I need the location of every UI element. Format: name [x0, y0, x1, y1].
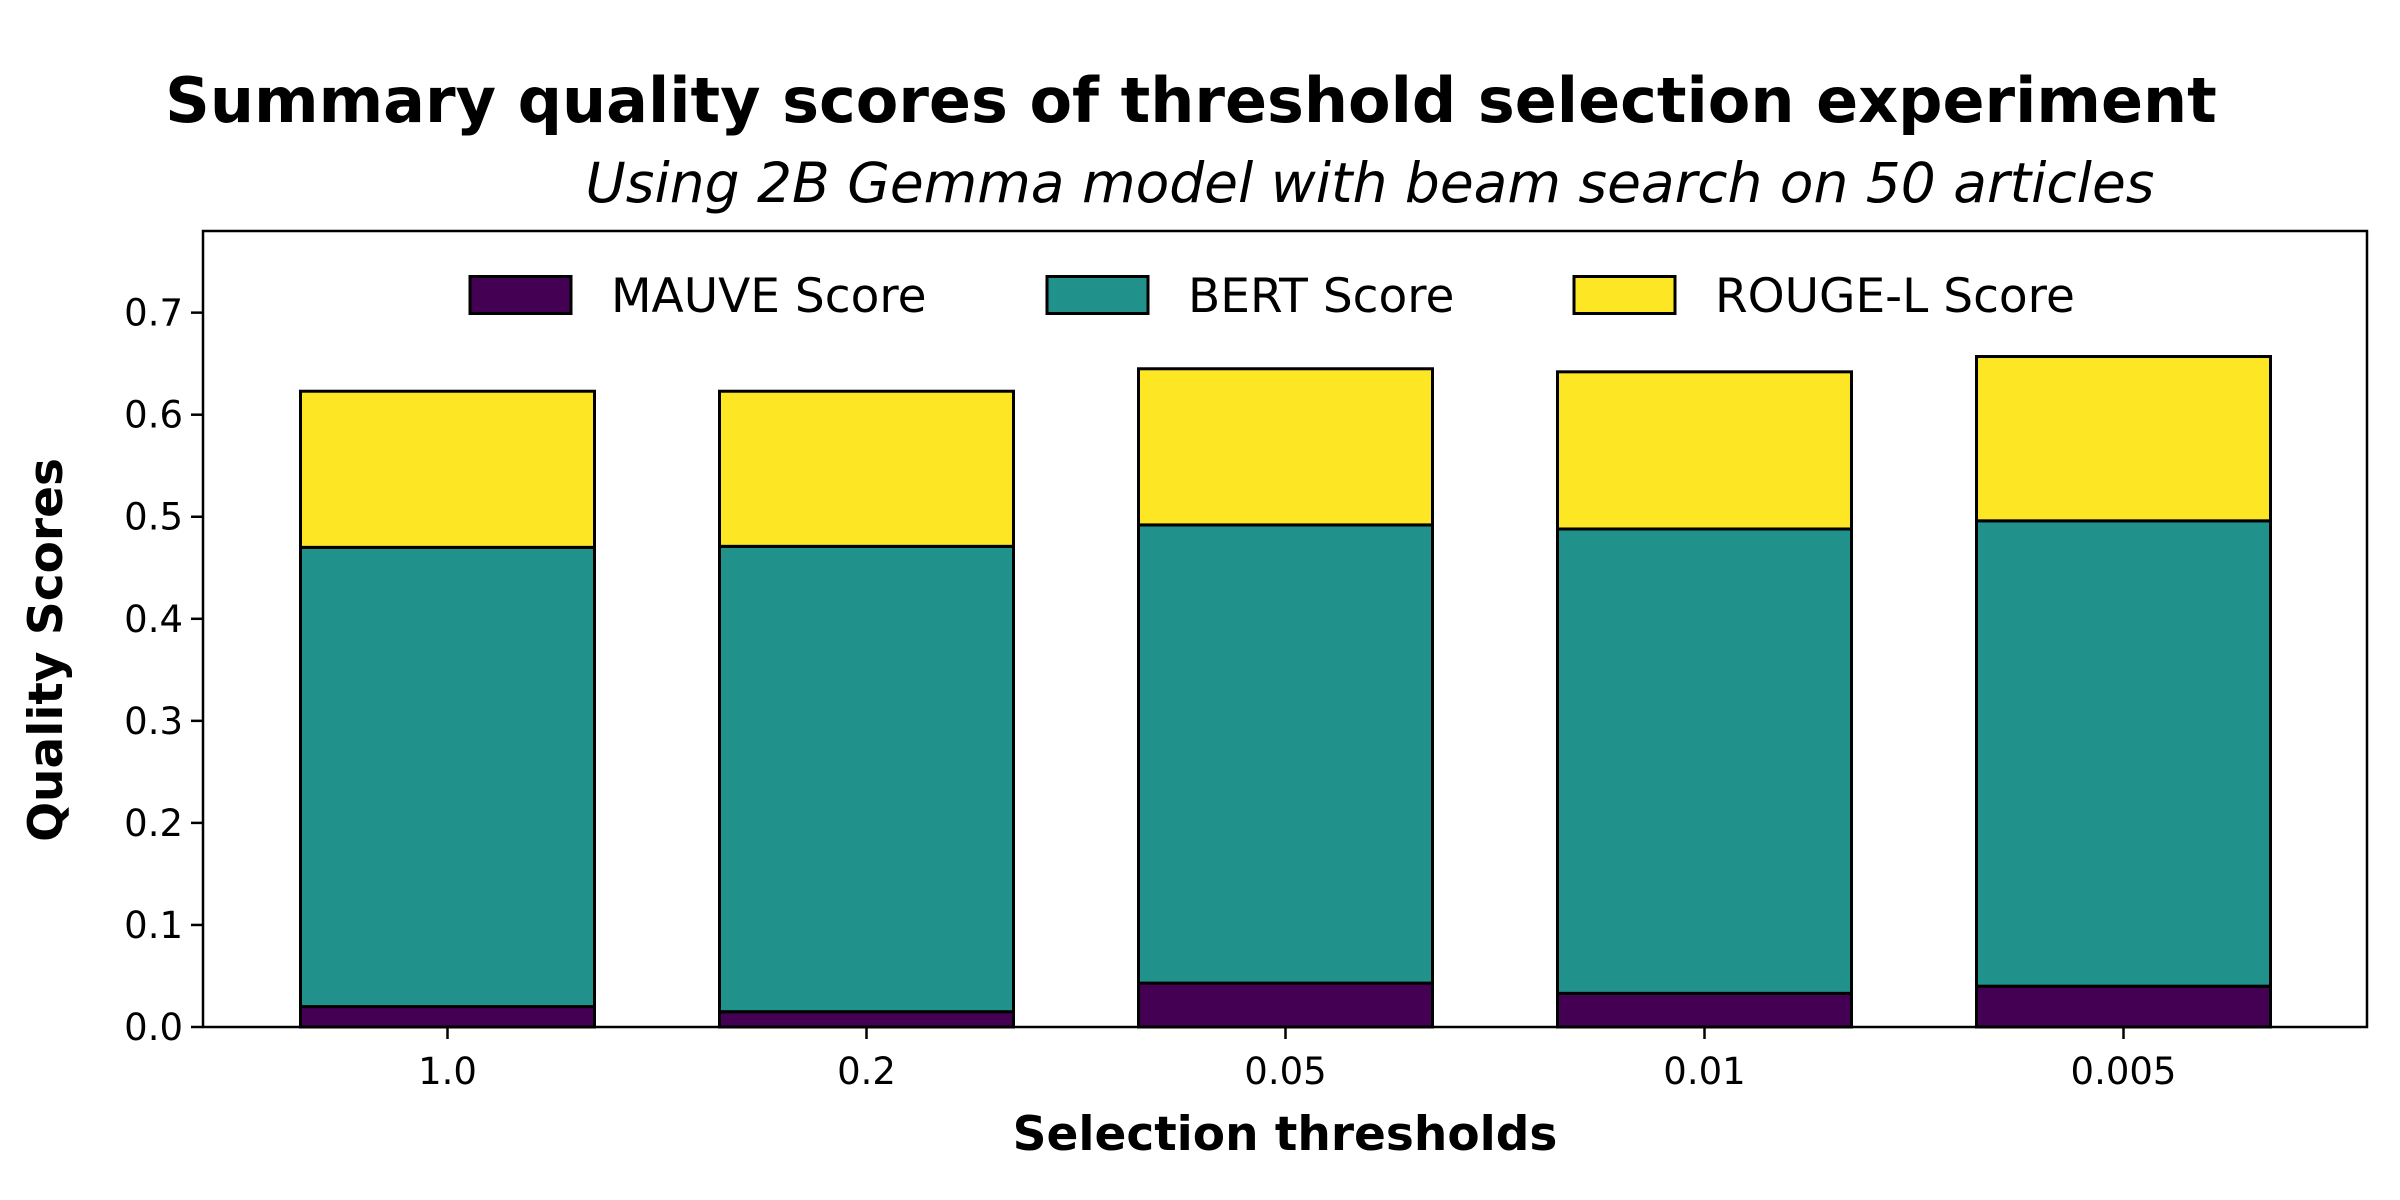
bar-segment-bert-score-0.005	[1975, 519, 2272, 988]
bar-segment-bert-score-0.01	[1556, 527, 1853, 995]
legend: MAUVE Score BERT Score ROUGE-L Score	[468, 269, 2075, 324]
bar-segment-rouge-l-score-1.0	[299, 389, 596, 549]
bar-segment-bert-score-0.2	[718, 544, 1015, 1014]
x-tick-label: 0.005	[2071, 1050, 2177, 1093]
bar-segment-rouge-l-score-0.05	[1137, 367, 1434, 527]
x-tick-label: 0.01	[1663, 1050, 1745, 1093]
y-tick-label: 0.6	[124, 394, 183, 437]
y-tick-label: 0.0	[124, 1006, 183, 1049]
x-tick-label: 0.2	[837, 1050, 896, 1093]
bar-segment-mauve-score-0.01	[1556, 991, 1853, 1029]
bars-layer	[299, 355, 2272, 1029]
legend-swatch-bert-score	[1045, 275, 1150, 315]
bar-segment-mauve-score-0.005	[1975, 984, 2272, 1029]
legend-label: ROUGE-L Score	[1715, 269, 2075, 324]
bar-segment-rouge-l-score-0.2	[718, 389, 1015, 548]
bar-segment-rouge-l-score-0.01	[1556, 370, 1853, 531]
x-axis: 1.0 0.2 0.05 0.01 0.005	[418, 1027, 2176, 1093]
x-tick-label: 1.0	[418, 1050, 477, 1093]
y-tick-label: 0.4	[124, 598, 183, 641]
y-axis-label: Quality Scores	[19, 458, 74, 842]
chart-subtitle: Using 2B Gemma model with beam search on…	[586, 151, 2155, 215]
plot-frame	[201, 229, 2369, 1029]
bar-segment-bert-score-0.05	[1137, 523, 1434, 985]
chart-title: Summary quality scores of threshold sele…	[165, 64, 2217, 137]
y-tick-label: 0.3	[124, 700, 183, 743]
bar-segment-bert-score-1.0	[299, 545, 596, 1009]
bar-segment-mauve-score-0.2	[718, 1010, 1015, 1029]
y-tick-label: 0.2	[124, 802, 183, 845]
legend-swatch-rouge-l-score	[1572, 275, 1677, 315]
y-tick-label: 0.7	[124, 292, 183, 335]
y-tick-label: 0.1	[124, 904, 183, 947]
legend-label: BERT Score	[1188, 269, 1454, 324]
bar-segment-mauve-score-0.05	[1137, 981, 1434, 1029]
bar-segment-rouge-l-score-0.005	[1975, 355, 2272, 523]
x-axis-label: Selection thresholds	[1013, 1107, 1558, 1162]
y-tick-label: 0.5	[124, 496, 183, 539]
bar-segment-mauve-score-1.0	[299, 1005, 596, 1029]
y-axis: 0.0 0.1 0.2 0.3 0.4 0.5 0.6 0.7	[124, 292, 203, 1049]
x-tick-label: 0.05	[1244, 1050, 1326, 1093]
legend-swatch-mauve-score	[468, 275, 573, 315]
legend-label: MAUVE Score	[611, 269, 927, 324]
